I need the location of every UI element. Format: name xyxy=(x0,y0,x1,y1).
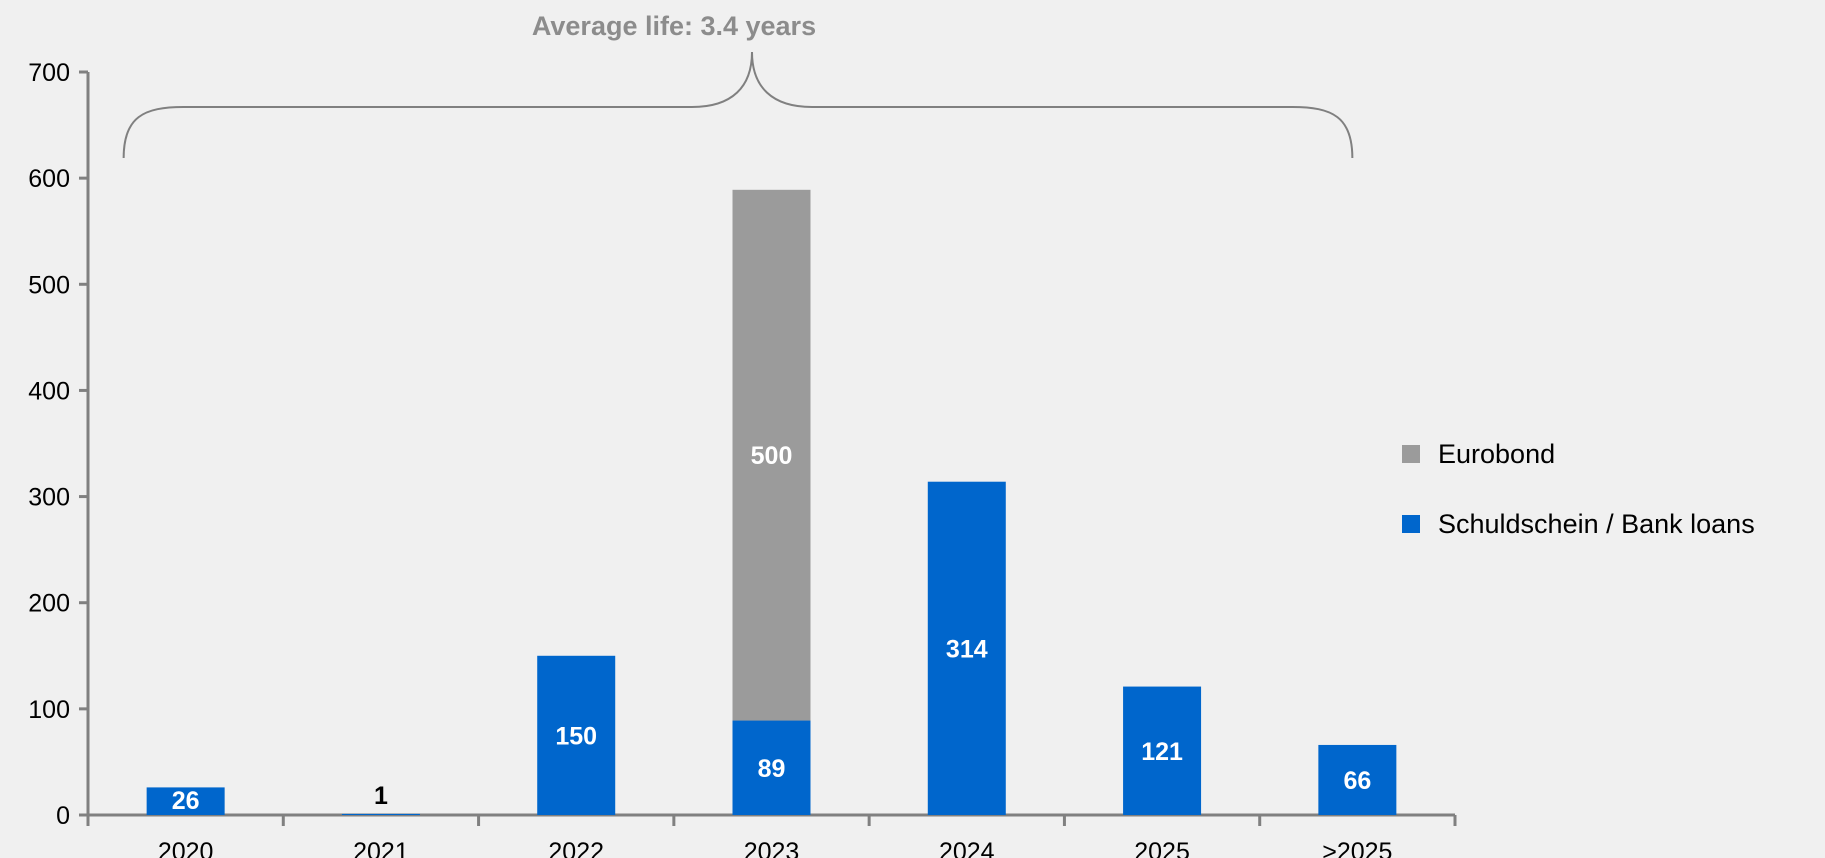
y-tick-label: 700 xyxy=(28,59,70,87)
data-label: 121 xyxy=(1141,738,1183,766)
x-tick-label: >2025 xyxy=(1322,838,1392,858)
y-tick-label: 400 xyxy=(28,377,70,405)
y-tick-label: 600 xyxy=(28,165,70,193)
bar-segment xyxy=(927,481,1006,815)
y-tick-label: 500 xyxy=(28,271,70,299)
y-tick-label: 100 xyxy=(28,696,70,724)
y-tick-label: 200 xyxy=(28,590,70,618)
y-tick-label: 0 xyxy=(56,802,70,830)
average-life-annotation: Average life: 3.4 years xyxy=(532,11,816,41)
data-label: 500 xyxy=(751,442,793,470)
bar-segment xyxy=(1318,744,1397,815)
data-label: 150 xyxy=(555,722,597,750)
data-label: 314 xyxy=(946,635,988,663)
data-label: 26 xyxy=(172,787,200,815)
legend-swatch xyxy=(1402,445,1420,463)
average-life-brace xyxy=(122,51,1354,159)
data-label: 1 xyxy=(374,782,388,810)
legend-label: Schuldschein / Bank loans xyxy=(1438,509,1755,539)
data-label: 66 xyxy=(1343,767,1371,795)
x-tick-label: 2025 xyxy=(1134,838,1190,858)
legend-swatch xyxy=(1402,515,1420,533)
legend-label: Eurobond xyxy=(1438,439,1555,469)
bar-segment xyxy=(732,189,811,721)
bar-segment xyxy=(537,655,616,815)
bar-segment xyxy=(1123,686,1202,815)
bar-segment xyxy=(341,813,420,815)
data-label: 89 xyxy=(758,755,786,783)
y-tick-label: 300 xyxy=(28,484,70,512)
x-tick-label: 2023 xyxy=(744,838,800,858)
bar-segment xyxy=(146,787,225,815)
x-tick-label: 2024 xyxy=(939,838,995,858)
x-tick-label: 2020 xyxy=(158,838,214,858)
bar-segment xyxy=(732,720,811,815)
x-tick-label: 2022 xyxy=(548,838,604,858)
x-tick-label: 2021 xyxy=(353,838,409,858)
